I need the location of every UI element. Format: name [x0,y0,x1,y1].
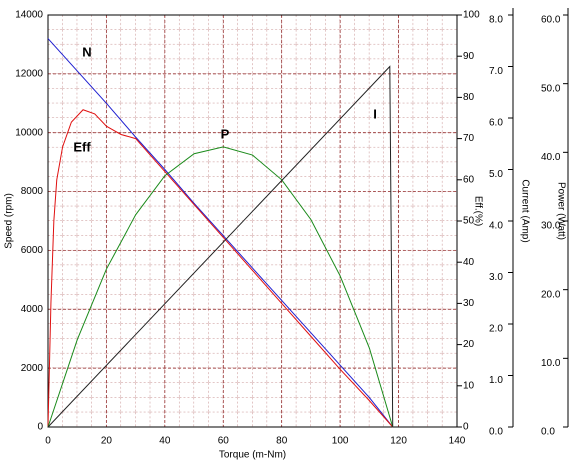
y2-tick-label: 40 [463,257,475,268]
y4-tick-label: 0.0 [541,427,555,438]
y4-tick-label: 40.0 [541,152,561,163]
y3-tick-label: 3.0 [489,272,503,283]
y2-axis-title: Eff.(%) [472,196,483,226]
minor-grid [48,15,457,427]
y-axis-title: Speed (rpm) [4,193,15,249]
y3-tick-label: 1.0 [489,375,503,386]
x-tick-label: 120 [390,436,407,447]
y2-tick-label: 70 [463,133,475,144]
y4-tick-label: 10.0 [541,358,561,369]
series-label: I [373,106,377,121]
y-tick-label: 10000 [15,127,43,138]
y-tick-label: 2000 [21,363,44,374]
x-tick-label: 100 [332,436,349,447]
y3-tick-label: 0.0 [489,427,503,438]
y2-tick-label: 10 [463,380,475,391]
y3-tick-label: 8.0 [489,15,503,26]
series-line [47,65,394,428]
y-tick-label: 14000 [15,10,43,21]
series-line [47,146,394,428]
x-tick-label: 60 [218,436,230,447]
y4-tick-label: 20.0 [541,289,561,300]
y-tick-label: 6000 [21,245,44,256]
y2-tick-label: 60 [463,174,475,185]
y4-tick-label: 50.0 [541,83,561,94]
y2-tick-label: 100 [463,10,480,21]
x-axis-title: Torque (m-Nm) [219,450,286,461]
x-tick-label: 140 [449,436,466,447]
y4-axis-title: Power (Watt) [555,182,566,240]
y3-tick-label: 7.0 [489,66,503,77]
y-tick-label: 8000 [21,186,44,197]
y2-tick-label: 20 [463,339,475,350]
y3-tick-label: 4.0 [489,221,503,232]
y3-tick-label: 5.0 [489,169,503,180]
x-tick-label: 40 [159,436,171,447]
y3-tick-label: 6.0 [489,118,503,129]
y-tick-label: 4000 [21,304,44,315]
series-label: N [82,44,91,59]
y4-tick-label: 30.0 [541,221,561,232]
y3-tick-label: 2.0 [489,324,503,335]
y-tick-label: 12000 [15,68,43,79]
y2-tick-label: 80 [463,92,475,103]
series-label: Eff [73,139,91,154]
x-tick-label: 80 [276,436,288,447]
y-tick-label: 0 [37,422,43,433]
y2-tick-label: 0 [463,422,469,433]
y3-axis-title: Current (Amp) [519,179,530,242]
x-tick-label: 0 [45,436,51,447]
y4-tick-label: 60.0 [541,15,561,26]
y2-tick-label: 50 [463,216,475,227]
series-label: P [221,126,230,141]
x-tick-label: 20 [101,436,113,447]
series-line [47,109,394,428]
series-line [47,38,394,428]
y2-tick-label: 90 [463,51,475,62]
y2-tick-label: 30 [463,298,475,309]
